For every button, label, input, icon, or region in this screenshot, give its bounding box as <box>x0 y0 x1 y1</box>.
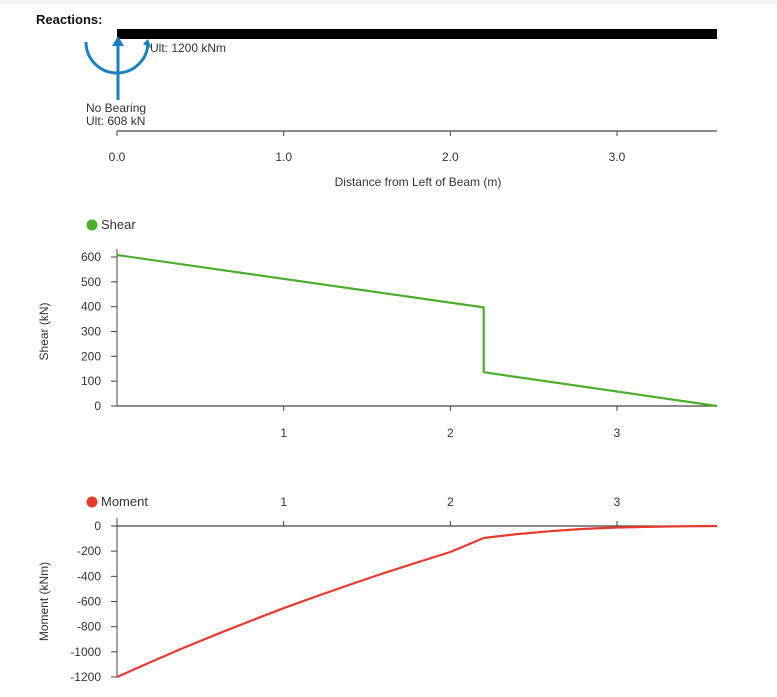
y-tick-label: 400 <box>81 300 101 314</box>
reactions-tick-label: 2.0 <box>442 150 459 164</box>
legend-marker-shear <box>86 219 98 231</box>
beam-bar <box>117 29 717 39</box>
shear-series-line <box>116 253 718 408</box>
bearing-label: No Bearing <box>86 101 146 115</box>
y-tick-label: -1000 <box>70 645 101 659</box>
reactions-tick-label: 3.0 <box>609 150 626 164</box>
ult-reaction-label: Ult: 608 kN <box>86 114 145 128</box>
y-tick-label: -800 <box>77 620 101 634</box>
x-tick-label: 2 <box>447 426 454 440</box>
y-tick-label: -600 <box>77 595 101 609</box>
x-tick-label: 1 <box>280 426 287 440</box>
reactions-tick-label: 1.0 <box>275 150 292 164</box>
y-tick-label: -1200 <box>70 670 101 684</box>
reactions-tick-label: 0.0 <box>109 150 126 164</box>
y-tick-label: 200 <box>81 349 101 363</box>
moment-arrow-head <box>143 39 151 48</box>
top-bar <box>0 0 777 4</box>
legend-label-moment: Moment <box>101 494 148 509</box>
x-tick-label: 3 <box>614 426 621 440</box>
y-tick-label: 100 <box>81 374 101 388</box>
moment-reaction-label: Ult: 1200 kNm <box>150 41 226 55</box>
y-tick-label: 0 <box>94 519 101 533</box>
shear-chart: Shear Shear (kN) 0 100 200 300 400 500 600 1 2 3 <box>37 217 718 440</box>
y-tick-label: 600 <box>81 250 101 264</box>
y-tick-label: 300 <box>81 325 101 339</box>
moment-chart: Moment Moment (kNm) 0 -200 -400 -600 -800 -1000… <box>37 494 718 684</box>
legend-label-shear: Shear <box>101 217 136 232</box>
y-axis-label: Moment (kNm) <box>37 562 51 641</box>
y-tick-label: -200 <box>77 544 101 558</box>
reactions-ticks: 0.0 1.0 2.0 3.0 <box>109 131 626 164</box>
y-tick-label: 0 <box>94 399 101 413</box>
y-axis-label: Shear (kN) <box>37 302 51 360</box>
x-tick-label: 2 <box>447 495 454 509</box>
x-tick-label: 1 <box>280 495 287 509</box>
reactions-heading: Reactions: <box>36 12 102 27</box>
vertical-reaction-arrow-icon <box>112 36 124 46</box>
y-tick-label: -400 <box>77 569 101 583</box>
legend-marker-moment <box>86 496 98 508</box>
x-tick-label: 3 <box>614 495 621 509</box>
reactions-x-axis-label: Distance from Left of Beam (m) <box>335 175 502 189</box>
moment-series-line <box>116 524 718 679</box>
y-tick-label: 500 <box>81 275 101 289</box>
